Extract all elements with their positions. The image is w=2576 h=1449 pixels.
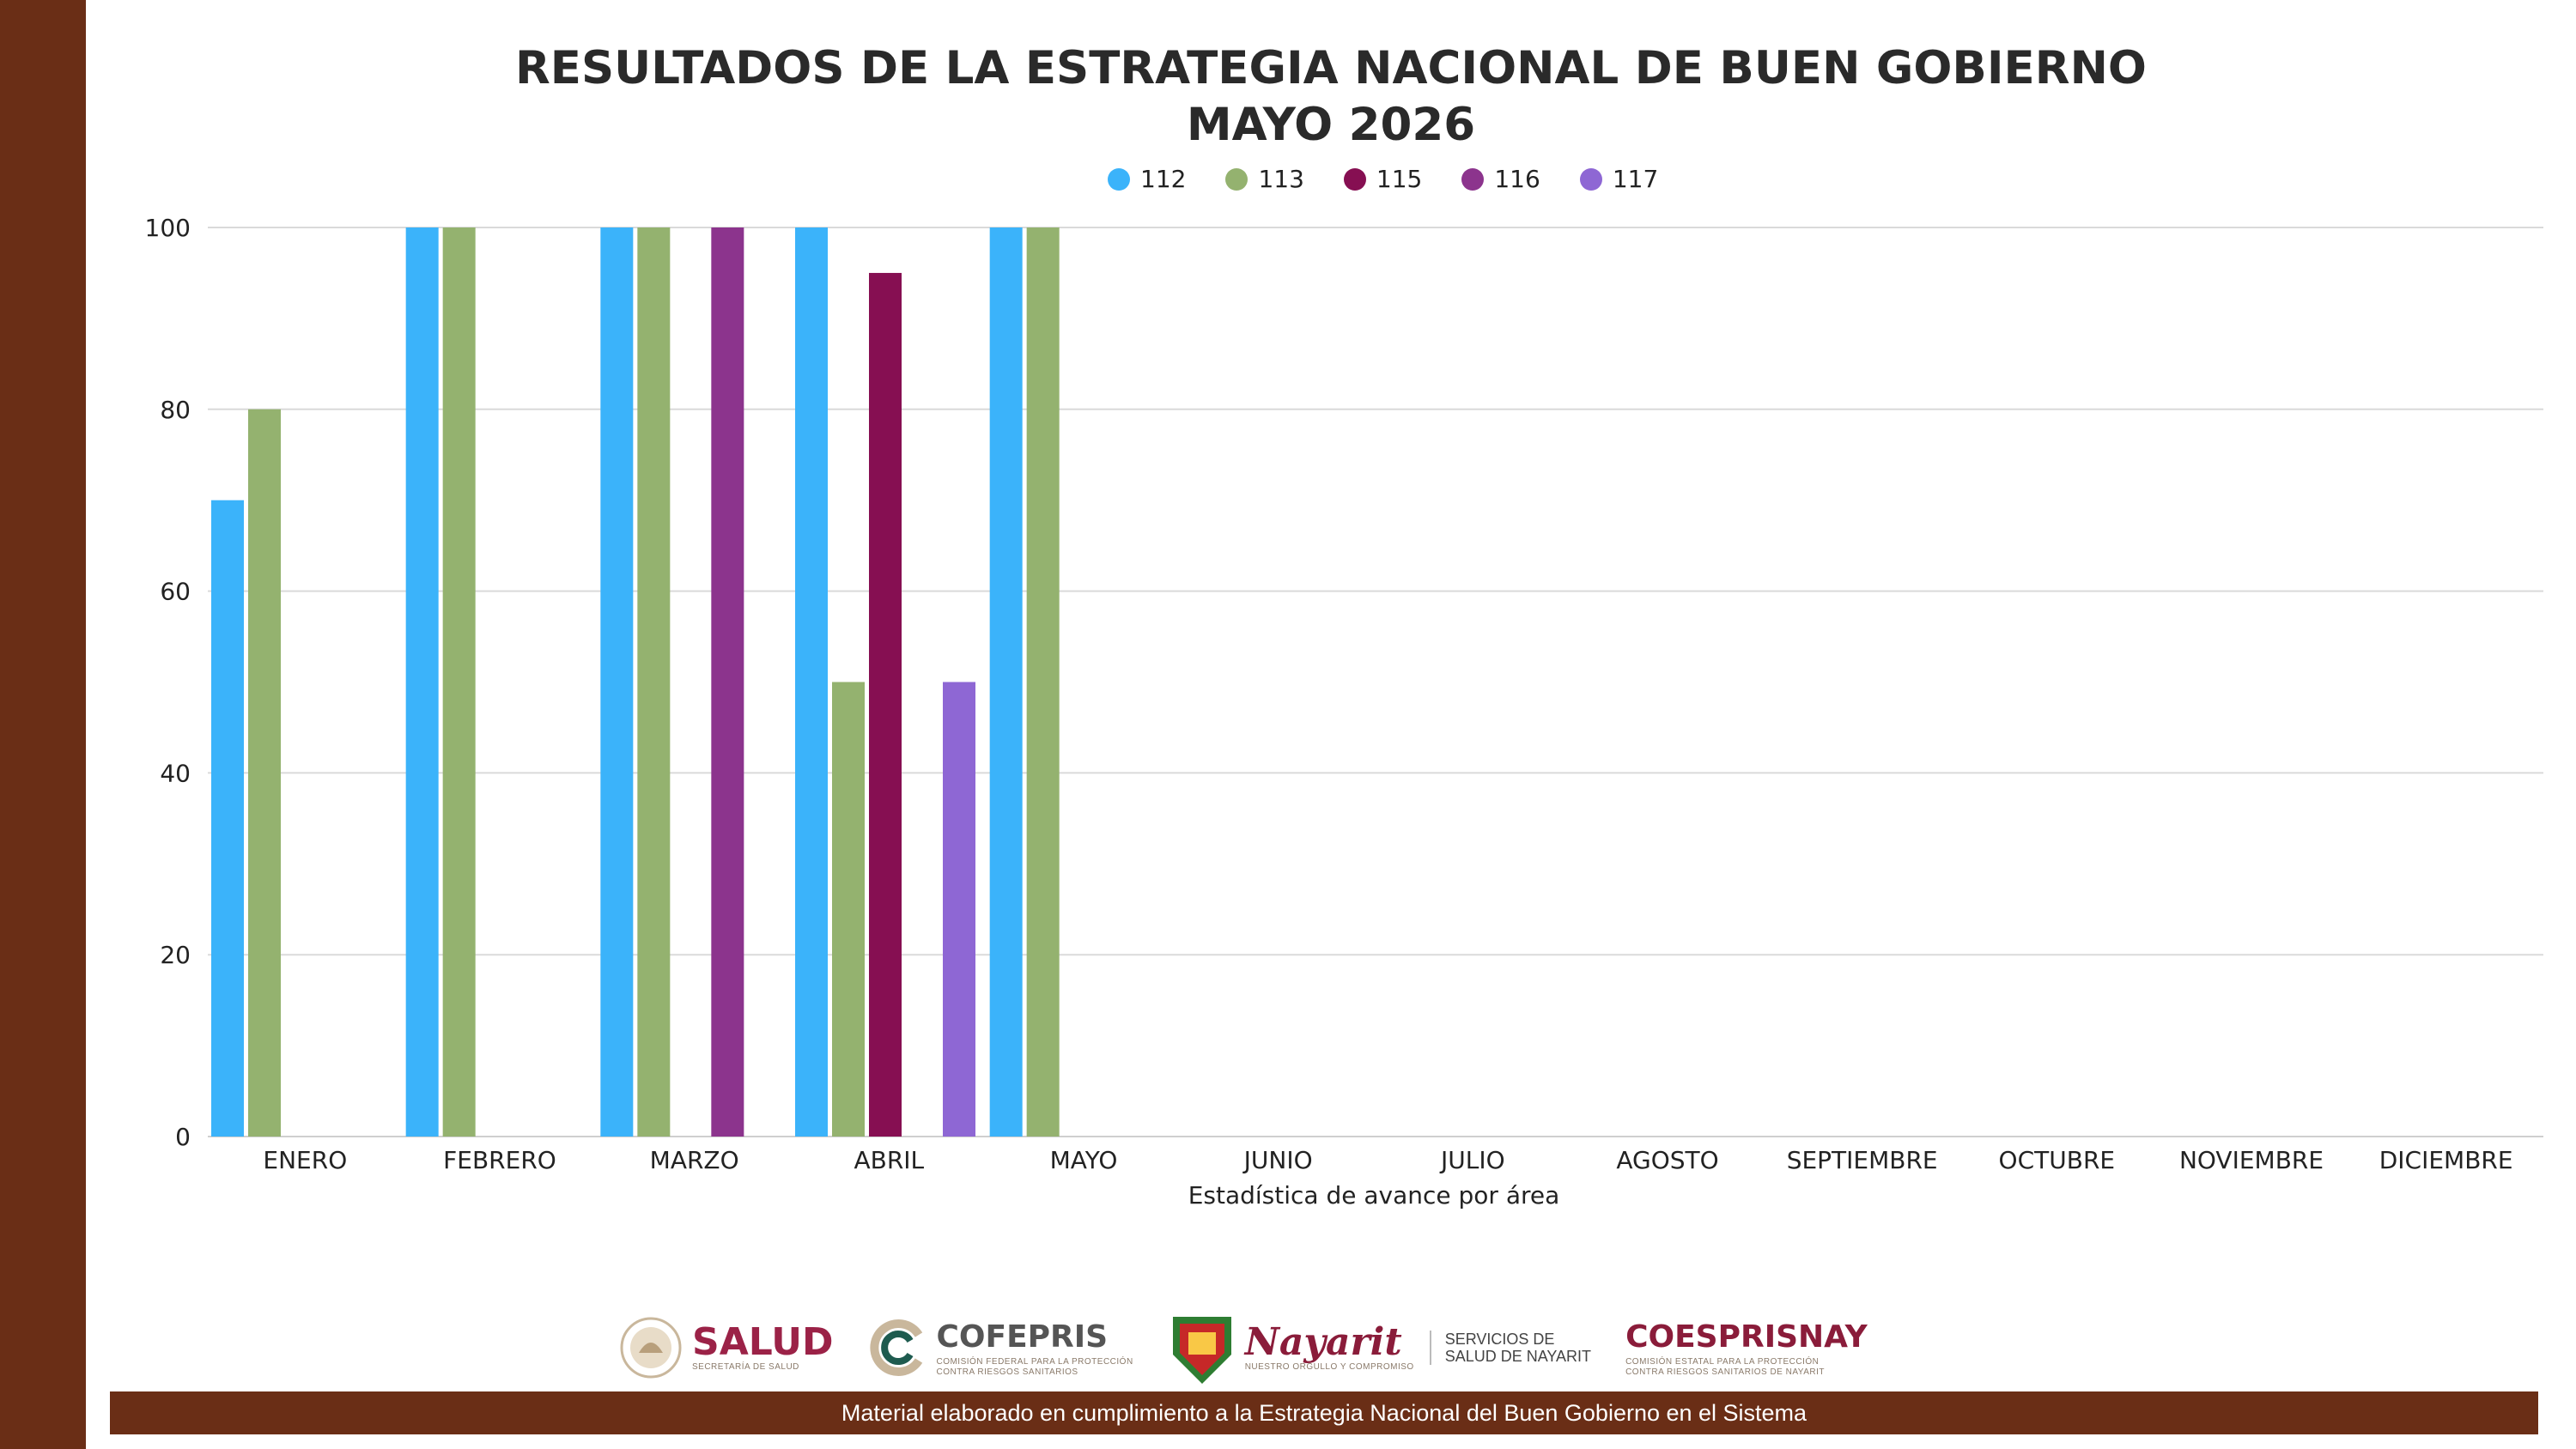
legend-label: 113 [1258,165,1304,193]
bar-113-febrero [442,227,476,1137]
legend-swatch [1225,167,1249,191]
bar-113-mayo [1026,227,1060,1137]
bar-115-abril [869,272,902,1137]
x-tick-label: SEPTIEMBRE [1787,1146,1938,1174]
legend-item-115: 115 [1343,165,1423,193]
side-bar [0,0,86,1449]
legend-swatch [1108,167,1130,191]
legend-label: 116 [1494,165,1540,193]
bar-117-abril [943,682,975,1137]
legend-item-116: 116 [1461,165,1540,193]
x-tick-label: AGOSTO [1616,1146,1718,1174]
nayarit-services-line2: SALUD DE NAYARIT [1444,1348,1592,1365]
bar-113-abril [832,682,865,1137]
y-tick-label: 40 [160,759,191,787]
x-tick-label: DICIEMBRE [2379,1146,2513,1174]
bar-113-enero [248,409,281,1137]
legend-label: 117 [1612,165,1659,193]
cofepris-wordmark: COFEPRIS [936,1319,1109,1355]
x-tick-label: MARZO [650,1146,739,1174]
logo-coesprisnay: COESPRISNAY COMISIÓN ESTATAL PARA LA PRO… [1625,1318,1868,1378]
x-tick-label: JUNIO [1242,1146,1313,1174]
y-tick-label: 0 [175,1123,191,1151]
x-tick-label: ABRIL [854,1146,924,1174]
legend: 112 113 115 116 117 [1108,165,1658,193]
bar-chart: 0 20 40 60 80 100 ENERO FEBRERO MARZO ABRIL MAYO JU… [145,214,2543,1210]
coesprisnay-subtitle-2: CONTRA RIESGOS SANITARIOS DE NAYARIT [1625,1367,1825,1377]
y-tick-label: 100 [145,214,191,242]
bar-112-enero [211,500,244,1137]
x-tick-label: ENERO [263,1146,347,1174]
logo-nayarit: Nayarit NUESTRO ORGULLO Y COMPROMISO SER… [1168,1312,1591,1384]
y-tick-label: 80 [160,396,191,424]
legend-swatch [1579,167,1602,191]
bar-112-marzo [600,227,634,1137]
legend-label: 115 [1376,165,1423,193]
nayarit-wordmark: Nayarit [1244,1320,1402,1364]
salud-wordmark: SALUD [692,1320,834,1364]
coesprisnay-subtitle-1: COMISIÓN ESTATAL PARA LA PROTECCIÓN [1625,1357,1820,1367]
x-tick-label: OCTUBRE [1999,1146,2116,1174]
salud-subtitle: SECRETARÍA DE SALUD [692,1362,799,1372]
bar-113-marzo [637,227,671,1137]
coesprisnay-wordmark: COESPRISNAY [1625,1319,1868,1355]
nayarit-shield-icon [1172,1317,1231,1384]
mexico-seal-icon [620,1317,682,1379]
logo-cofepris: COFEPRIS COMISIÓN FEDERAL PARA LA PROTEC… [867,1318,1133,1378]
y-tick-label: 20 [160,941,191,969]
logo-strip: SALUD SECRETARÍA DE SALUD COFEPRIS COMIS… [618,1312,1906,1384]
legend-swatch [1461,167,1485,191]
legend-swatch [1343,167,1366,191]
x-tick-label: FEBRERO [443,1146,556,1174]
chart-subtitle: MAYO 2026 [1186,99,1476,151]
cofepris-subtitle-2: CONTRA RIESGOS SANITARIOS [936,1367,1078,1377]
footer-banner: Material elaborado en cumplimiento a la … [110,1391,2538,1434]
legend-label: 112 [1140,165,1187,193]
cofepris-subtitle-1: COMISIÓN FEDERAL PARA LA PROTECCIÓN [936,1357,1133,1367]
legend-item-113: 113 [1225,165,1304,193]
nayarit-services-block: SERVICIOS DE SALUD DE NAYARIT [1429,1331,1592,1365]
logo-salud: SALUD SECRETARÍA DE SALUD [618,1315,833,1380]
bar-112-febrero [405,227,439,1137]
x-tick-label: NOVIEMBRE [2179,1146,2324,1174]
chart-title: RESULTADOS DE LA ESTRATEGIA NACIONAL DE … [515,42,2147,94]
x-tick-label: MAYO [1050,1146,1118,1174]
cofepris-icon [870,1319,923,1376]
legend-item-117: 117 [1579,165,1659,193]
nayarit-subtitle: NUESTRO ORGULLO Y COMPROMISO [1244,1362,1414,1372]
bar-116-marzo [711,227,744,1137]
x-axis-label: Estadística de avance por área [1188,1181,1560,1210]
legend-item-112: 112 [1108,165,1186,193]
nayarit-services-line1: SERVICIOS DE [1444,1331,1555,1348]
bar-112-abril [795,227,828,1137]
y-tick-label: 60 [160,578,191,606]
bar-112-mayo [989,227,1023,1137]
x-tick-label: JULIO [1439,1146,1505,1174]
